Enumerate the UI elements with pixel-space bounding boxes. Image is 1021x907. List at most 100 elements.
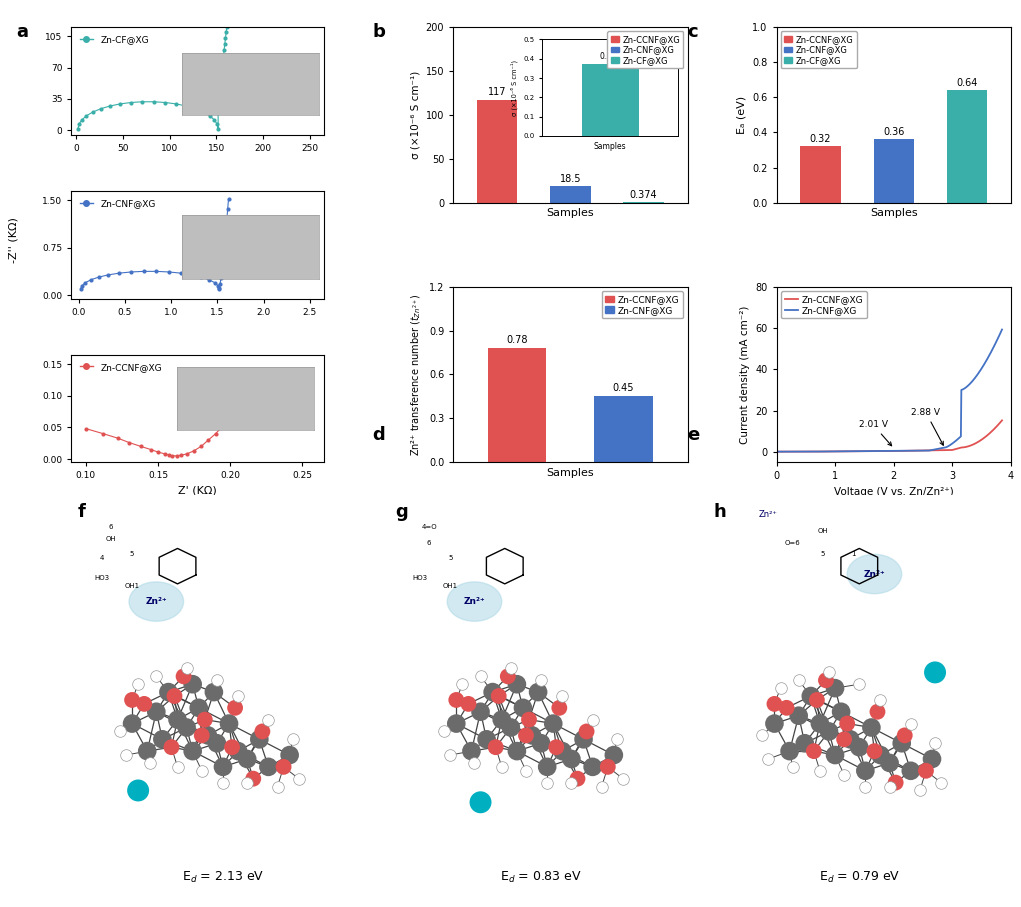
Point [454,677,471,691]
Text: c: c [687,23,697,41]
Point [852,677,868,691]
Point [927,736,943,750]
Text: f: f [78,503,86,522]
Point [148,705,164,719]
Point [554,688,571,703]
Point [896,728,913,743]
Point [806,744,822,758]
Text: -Z'' (KΩ): -Z'' (KΩ) [8,218,18,263]
Text: E$_d$ = 0.83 eV: E$_d$ = 0.83 eV [500,870,582,885]
Point [148,669,164,684]
Point [533,736,549,750]
Point [214,775,231,790]
Point [136,697,152,711]
Text: HO3: HO3 [94,575,109,581]
Point [230,744,246,758]
Point [487,740,503,755]
Legend: Zn-CCNF@XG, Zn-CNF@XG, Zn-CF@XG: Zn-CCNF@XG, Zn-CNF@XG, Zn-CF@XG [781,32,857,68]
Point [179,661,195,676]
Point [169,712,186,727]
Zn-CNF@XG [956,385,968,395]
Point [169,759,186,774]
Point [270,779,286,794]
Point [251,732,268,746]
Point [160,685,177,699]
Legend: Zn-CNF@XG: Zn-CNF@XG [76,195,159,211]
Point [812,717,828,731]
Point [836,767,853,782]
Zn-CCNF@XG [990,421,1003,432]
Point [239,752,255,766]
Point [239,775,255,790]
Point [485,685,501,699]
Point [903,717,919,731]
Text: 5: 5 [821,551,825,557]
Text: 0.36: 0.36 [883,127,905,137]
Point [551,700,568,715]
Point [781,744,797,758]
Point [790,708,807,723]
Zn-CNF@XG [995,324,1008,335]
Text: 18.5: 18.5 [560,174,581,184]
Point [176,669,192,684]
Point [518,764,534,778]
Point [130,677,146,691]
Text: E$_d$ = 2.13 eV: E$_d$ = 2.13 eV [182,870,264,885]
Point [803,688,819,703]
Bar [550,186,590,202]
Point [761,752,777,766]
Legend: Zn-CCNF@XG, Zn-CNF@XG: Zn-CCNF@XG, Zn-CNF@XG [781,291,867,318]
Point [166,688,183,703]
Text: 5: 5 [448,555,452,561]
Text: Zn²⁺: Zn²⁺ [759,511,778,520]
Text: 0.45: 0.45 [613,384,634,394]
Point [903,764,919,778]
Point [464,744,480,758]
Text: Zn²⁺: Zn²⁺ [464,597,485,606]
Point [502,720,519,735]
Text: OH1: OH1 [443,583,457,589]
Zn-CNF@XG [905,445,917,456]
Text: d: d [373,426,385,444]
Point [245,772,261,786]
Point [208,736,225,750]
Point [887,775,904,790]
Bar [594,396,652,463]
Text: 6: 6 [427,540,431,545]
Text: 4: 4 [100,555,104,561]
Point [502,661,519,676]
Ellipse shape [129,582,184,621]
Point [842,732,859,746]
Point [221,717,237,731]
Point [285,732,301,746]
Point [185,677,201,691]
Point [593,779,610,794]
Line: Zn-CNF@XG: Zn-CNF@XG [777,329,1002,452]
Point [479,732,495,746]
Legend: Zn-CCNF@XG, Zn-CNF@XG: Zn-CCNF@XG, Zn-CNF@XG [601,291,683,318]
Point [493,759,509,774]
Point [927,665,943,679]
Text: E$_d$ = 0.79 eV: E$_d$ = 0.79 eV [819,870,900,885]
Point [117,747,134,762]
X-axis label: Voltage (V vs. Zn/Zn²⁺): Voltage (V vs. Zn/Zn²⁺) [834,487,954,497]
Point [858,779,874,794]
Point [276,759,292,774]
Point [790,673,807,688]
Text: 6: 6 [108,524,113,530]
Point [490,688,506,703]
Point [530,685,546,699]
Y-axis label: Zn²⁺ transference number ($t_{Zn^{2+}}$): Zn²⁺ transference number ($t_{Zn^{2+}}$) [409,293,424,456]
Point [139,744,155,758]
Point [515,700,531,715]
Zn-CNF@XG [990,336,1003,346]
Point [579,724,595,738]
Point [570,772,586,786]
Point [533,673,549,688]
Point [869,705,885,719]
Bar [488,348,546,463]
Point [548,740,565,755]
Point [442,747,458,762]
Point [205,685,222,699]
Point [755,728,771,743]
